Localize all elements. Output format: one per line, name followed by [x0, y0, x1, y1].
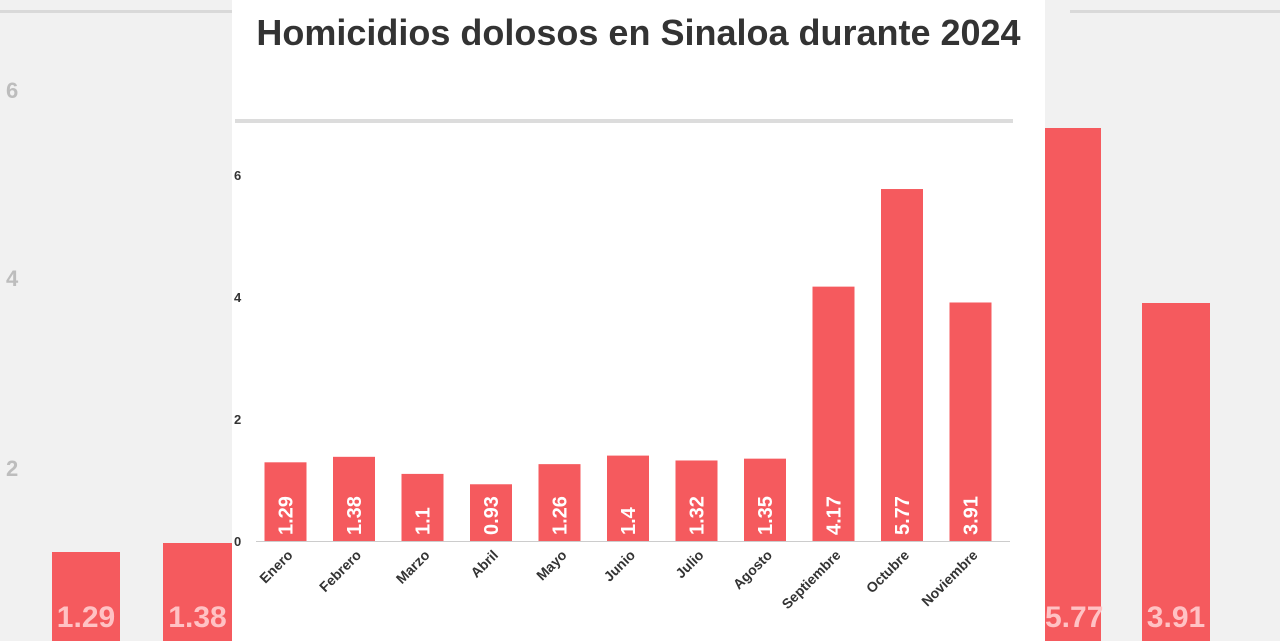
background-left-blur: 6 4 2 1.29 1.38 [0, 0, 232, 641]
x-tick-label: Febrero [316, 547, 364, 595]
x-tick-label: Marzo [393, 547, 433, 587]
bar-value-label: 1.35 [755, 496, 777, 535]
x-tick-label: Julio [672, 547, 706, 581]
bar-value-label: 1.26 [550, 496, 572, 535]
x-tick-label: Septiembre [778, 547, 843, 612]
ghost-bar: 1.38 [163, 543, 232, 641]
y-tick-label: 0 [234, 534, 241, 549]
bar-value-label: 1.29 [276, 496, 298, 535]
bar-febrero [333, 456, 375, 541]
ghost-bar: 1.29 [52, 552, 120, 641]
bar-value-label: 3.91 [961, 496, 983, 535]
bar-value-label: 4.17 [824, 496, 846, 535]
ghost-bar-label: 1.38 [168, 601, 227, 634]
ghost-bar-label: 1.29 [56, 601, 116, 634]
bar-agosto [744, 458, 786, 541]
bar-septiembre [812, 286, 855, 541]
ghost-bar: 3.91 [1142, 303, 1210, 641]
y-tick-label: 6 [234, 168, 241, 183]
ghost-rule [0, 10, 232, 13]
ghost-tick: 4 [6, 266, 19, 291]
x-tick-label: Noviembre [918, 547, 981, 610]
bar-enero [264, 462, 307, 541]
background-right-blur: 5.77 3.91 [1045, 0, 1280, 641]
bar-value-label: 1.32 [687, 496, 709, 535]
bar-chart: 0 2 4 6 1.29 Enero 1.38 Febrero 1.1 Marzo 0.93 Abri… [234, 168, 1010, 612]
bar-marzo [401, 473, 444, 541]
ghost-tick: 6 [6, 78, 19, 103]
bar-noviembre [949, 302, 992, 541]
x-tick-label: Junio [600, 547, 638, 585]
bar-julio [675, 460, 718, 541]
y-tick-label: 4 [234, 290, 242, 305]
ghost-bar: 5.77 [1045, 128, 1104, 641]
bar-value-label: 1.1 [413, 507, 435, 535]
x-tick-label: Agosto [730, 547, 775, 592]
chart-panel: Homicidios dolosos en Sinaloa durante 20… [232, 0, 1045, 641]
chart-title: Homicidios dolosos en Sinaloa durante 20… [256, 12, 1021, 53]
x-tick-label: Enero [256, 547, 295, 586]
bar-value-label: 0.93 [481, 496, 503, 535]
bar-abril [470, 484, 512, 541]
bar-value-label: 5.77 [892, 496, 914, 535]
ghost-bar-label: 5.77 [1045, 601, 1104, 634]
ghost-rule [1070, 10, 1280, 13]
bar-octubre [881, 189, 923, 541]
bar-value-label: 1.4 [618, 506, 640, 535]
ghost-bar-label: 3.91 [1146, 601, 1206, 634]
y-tick-label: 2 [234, 412, 241, 427]
bar-value-label: 1.38 [344, 496, 366, 535]
bar-mayo [538, 464, 581, 541]
x-tick-label: Mayo [533, 547, 570, 584]
x-tick-label: Octubre [863, 547, 912, 596]
ghost-tick: 2 [6, 456, 19, 481]
title-divider [235, 119, 1013, 123]
bar-junio [607, 455, 649, 541]
x-tick-label: Abril [467, 547, 501, 581]
